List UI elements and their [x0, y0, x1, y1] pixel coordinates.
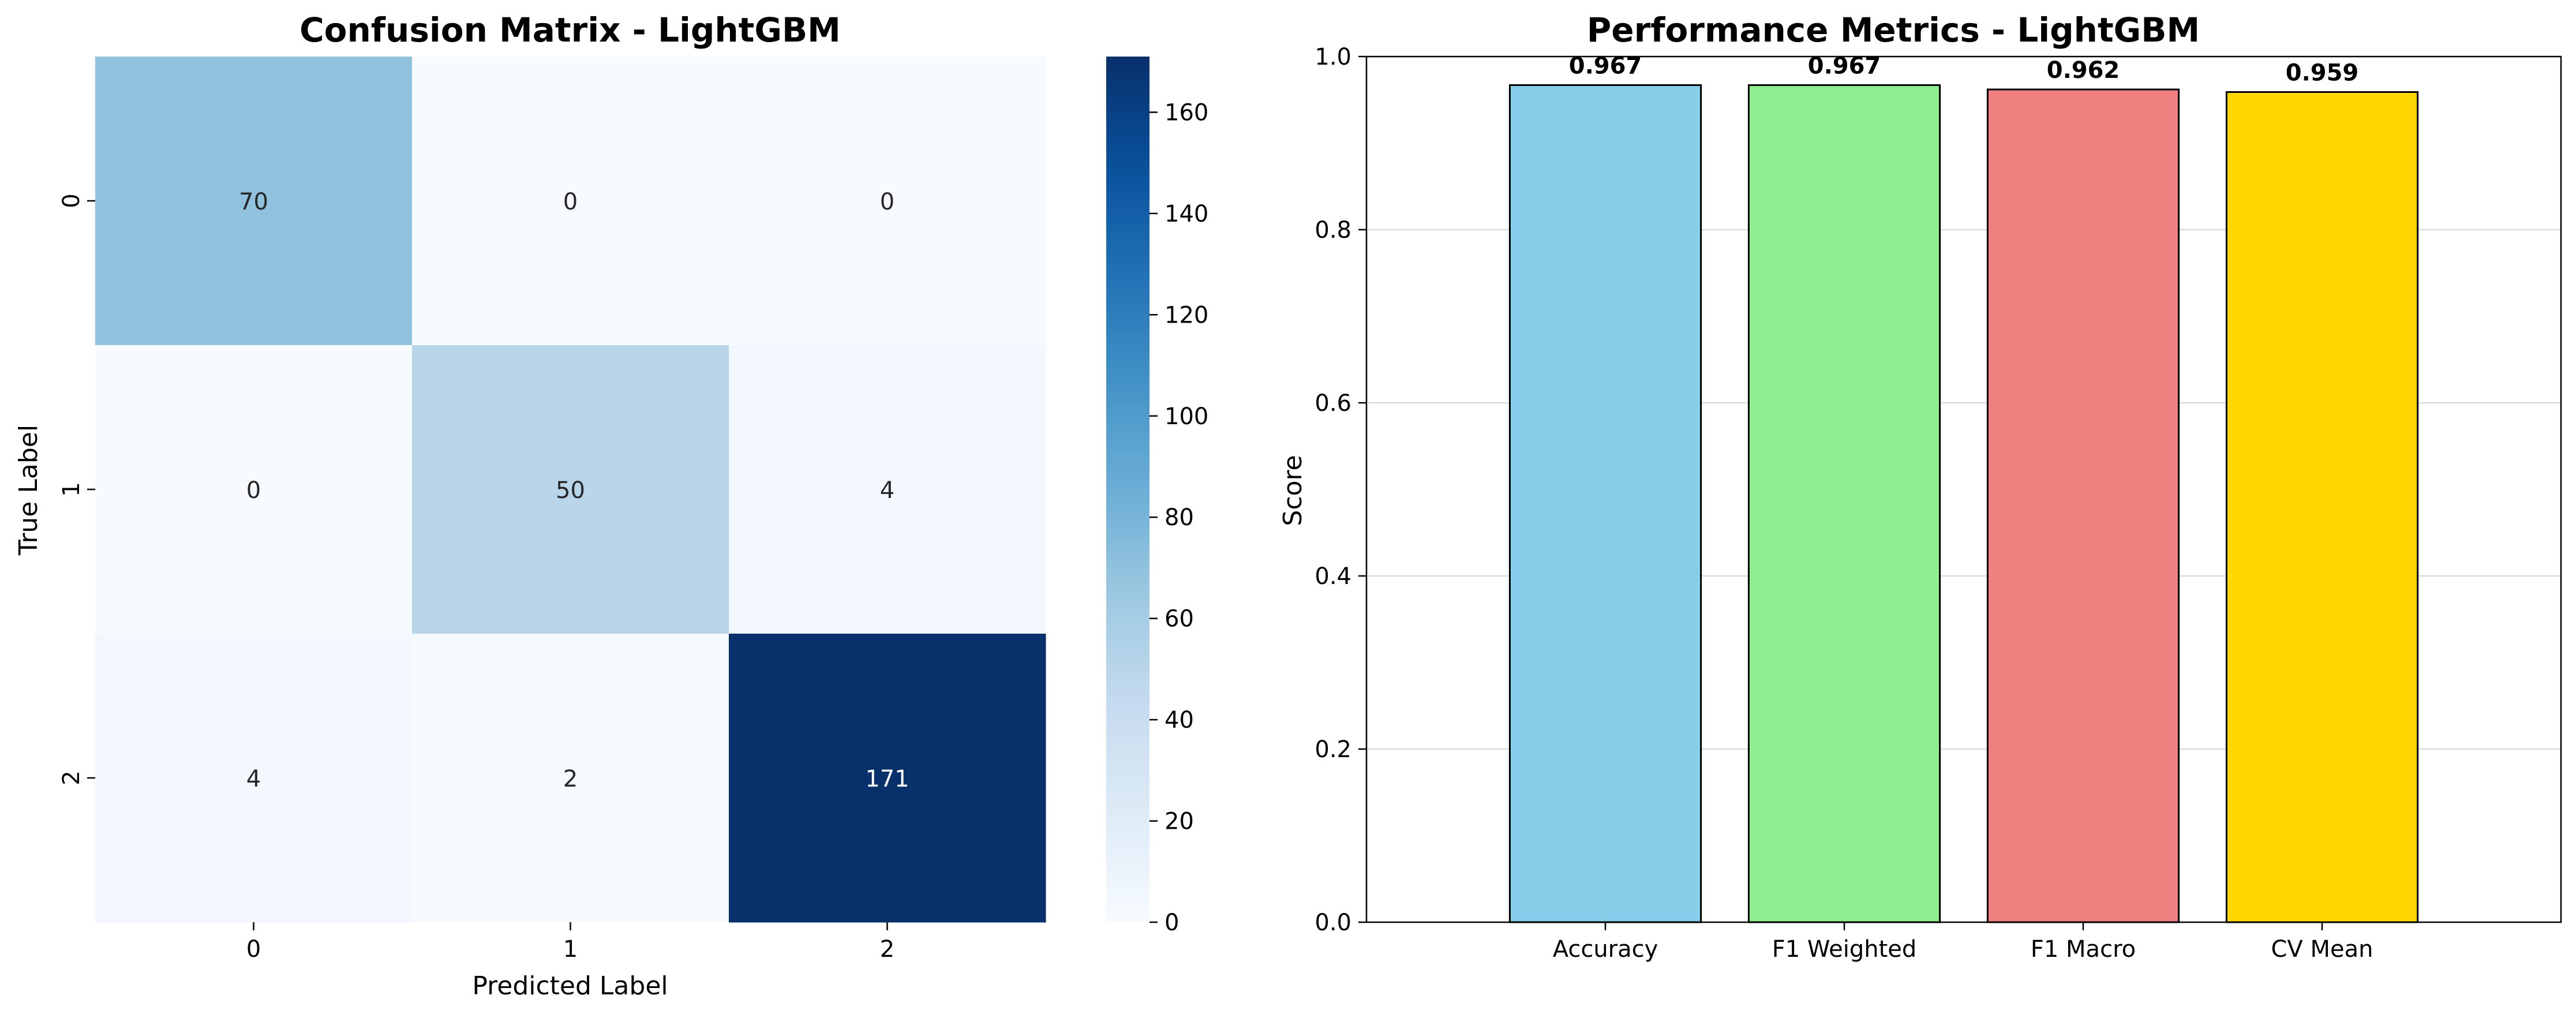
bar-x-tick-label: Accuracy: [1553, 936, 1658, 963]
bar-y-tick-label: 0.0: [1315, 910, 1351, 936]
heatmap-title: Confusion Matrix - LightGBM: [299, 10, 841, 50]
bar-y-tick-label: 0.2: [1315, 736, 1351, 763]
bar-y-axis-label: Score: [1278, 455, 1308, 526]
colorbar-tick-label: 20: [1165, 809, 1194, 835]
confusion-matrix-panel: Confusion Matrix - LightGBM 70 0 0 0 50 4 4 2 17…: [14, 10, 1208, 1001]
bar-y-tick-label: 0.6: [1315, 390, 1351, 417]
heatmap-cell: [412, 634, 729, 923]
colorbar-tick-label: 160: [1165, 99, 1208, 126]
heatmap-annotation: 50: [556, 477, 585, 504]
heatmap-annotation: 4: [246, 766, 261, 792]
heatmap-cell: [412, 345, 729, 634]
heatmap-annotation: 171: [865, 766, 909, 792]
colorbar: 0 20 40 60 80 100 120 140 160: [1106, 57, 1208, 936]
heatmap-x-tick-label: 0: [246, 936, 261, 963]
bar: [1747, 84, 1941, 923]
bar-y-tick-label: 0.4: [1315, 563, 1351, 590]
heatmap-cell: [95, 634, 413, 923]
bar: [2225, 91, 2419, 923]
performance-metrics-panel: Performance Metrics - LightGBM 0.967 0.96…: [1278, 10, 2562, 963]
heatmap-x-axis-label: Predicted Label: [472, 971, 668, 1001]
heatmap-y-axis-label: True Label: [14, 425, 43, 556]
heatmap-y-tick-label: 0: [58, 193, 85, 208]
heatmap-x-tick-label: 2: [880, 936, 894, 963]
heatmap-x-tick-label: 1: [563, 936, 578, 963]
bar: [1508, 84, 1702, 923]
bar-x-tick-label: F1 Macro: [2031, 936, 2136, 963]
colorbar-gradient: [1106, 57, 1150, 922]
colorbar-tick-label: 80: [1165, 504, 1194, 531]
heatmap-annotation: 70: [239, 189, 268, 215]
heatmap-cell: [95, 345, 413, 634]
heatmap-annotation: 2: [563, 766, 578, 792]
bar-value-label: 0.959: [2286, 60, 2359, 87]
bar-y-tick-label: 1.0: [1315, 44, 1351, 70]
colorbar-tick-label: 140: [1165, 201, 1208, 227]
bar-x-tick-label: CV Mean: [2271, 936, 2373, 963]
colorbar-tick-label: 120: [1165, 302, 1208, 328]
heatmap-y-tick-label: 1: [58, 482, 85, 496]
bar-axes-frame: [1365, 55, 2562, 923]
bar: [1986, 88, 2180, 923]
colorbar-tick-label: 40: [1165, 707, 1194, 733]
heatmap-cell: [95, 57, 413, 346]
heatmap-annotation: 0: [563, 189, 578, 215]
bar-x-tick-label: F1 Weighted: [1772, 936, 1917, 963]
heatmap-cell: [729, 634, 1046, 923]
heatmap-cell: [729, 345, 1046, 634]
heatmap-cell: [729, 57, 1046, 346]
bar-y-tick-label: 0.8: [1315, 217, 1351, 244]
colorbar-tick-label: 100: [1165, 403, 1208, 430]
bar-value-label: 0.962: [2047, 57, 2120, 84]
heatmap-cell: [412, 57, 729, 346]
bar-chart-title: Performance Metrics - LightGBM: [1587, 10, 2200, 50]
colorbar-tick-label: 0: [1165, 910, 1179, 936]
heatmap-annotation: 4: [880, 477, 894, 504]
heatmap-annotation: 0: [246, 477, 261, 504]
heatmap-y-tick-label: 2: [58, 770, 85, 785]
colorbar-tick-label: 60: [1165, 606, 1194, 632]
heatmap-annotation: 0: [880, 189, 894, 215]
